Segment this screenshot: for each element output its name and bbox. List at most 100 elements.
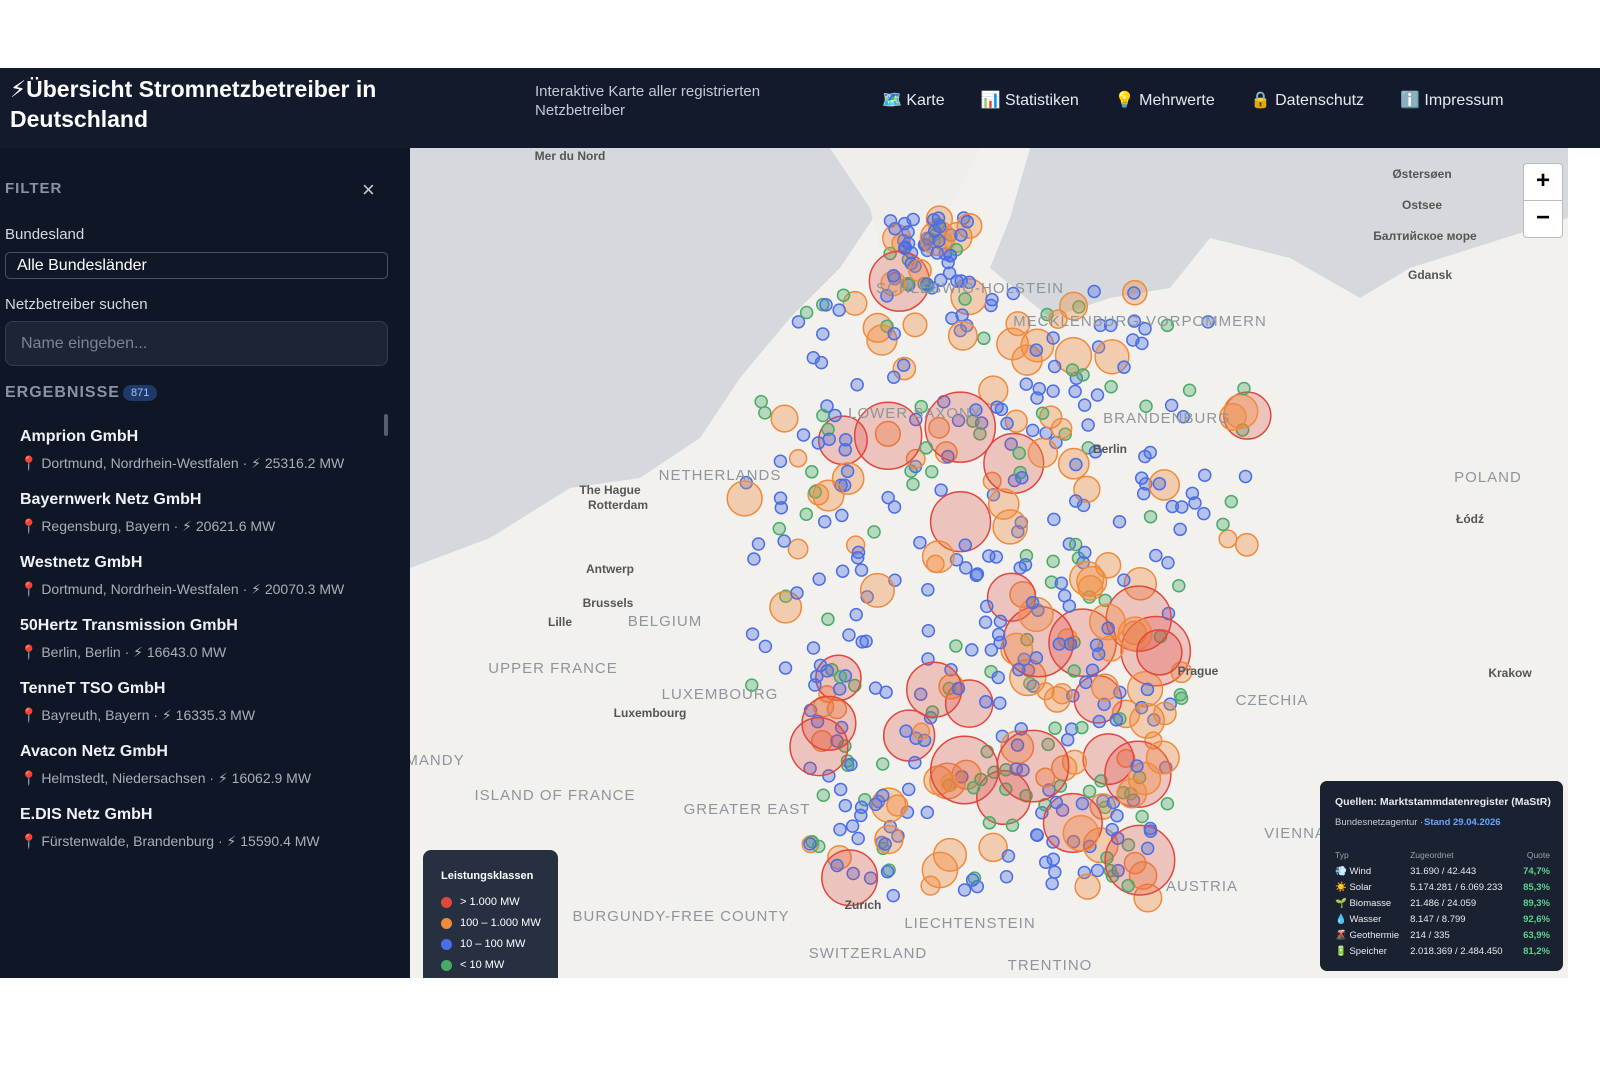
operator-circle[interactable] bbox=[1173, 522, 1187, 537]
operator-circle[interactable] bbox=[1077, 398, 1092, 412]
operator-circle[interactable] bbox=[810, 730, 834, 753]
operator-circle[interactable] bbox=[874, 420, 901, 447]
operator-circle[interactable] bbox=[1057, 447, 1090, 480]
operator-circle[interactable] bbox=[1018, 558, 1033, 572]
operator-circle[interactable] bbox=[859, 634, 873, 648]
operator-circle[interactable] bbox=[772, 521, 787, 536]
operator-circle[interactable] bbox=[1079, 675, 1093, 690]
result-item[interactable]: Westnetz GmbH 📍 Dortmund, Nordrhein-Westf… bbox=[0, 546, 380, 609]
operator-circle[interactable] bbox=[774, 501, 789, 515]
operator-circle[interactable] bbox=[887, 370, 901, 384]
operator-circle[interactable] bbox=[853, 401, 923, 470]
operator-circle[interactable] bbox=[1126, 333, 1140, 347]
operator-circle[interactable] bbox=[921, 583, 935, 597]
operator-circle[interactable] bbox=[1116, 777, 1148, 809]
operator-circle[interactable] bbox=[1036, 682, 1055, 701]
operator-circle[interactable] bbox=[944, 679, 994, 728]
operator-circle[interactable] bbox=[803, 837, 817, 851]
operator-circle[interactable] bbox=[1057, 589, 1072, 603]
operator-circle[interactable] bbox=[932, 837, 968, 872]
operator-circle[interactable] bbox=[993, 635, 1007, 650]
operator-circle[interactable] bbox=[974, 772, 988, 787]
nav-link[interactable]: ℹ️ Impressum bbox=[1400, 92, 1504, 109]
operator-circle[interactable] bbox=[726, 480, 763, 517]
operator-circle[interactable] bbox=[1029, 651, 1044, 665]
operator-circle[interactable] bbox=[945, 311, 959, 325]
operator-circle[interactable] bbox=[899, 724, 913, 738]
operator-circle[interactable] bbox=[1069, 560, 1105, 597]
operator-circle[interactable] bbox=[976, 769, 1032, 826]
operator-circle[interactable] bbox=[1140, 682, 1155, 697]
operator-circle[interactable] bbox=[1182, 383, 1197, 397]
operator-circle[interactable] bbox=[996, 729, 1070, 803]
operator-circle[interactable] bbox=[769, 590, 803, 624]
operator-circle[interactable] bbox=[1076, 368, 1090, 382]
operator-circle[interactable] bbox=[1097, 697, 1111, 712]
operator-circle[interactable] bbox=[854, 800, 869, 815]
operator-circle[interactable] bbox=[876, 788, 890, 803]
operator-circle[interactable] bbox=[1176, 410, 1191, 424]
operator-circle[interactable] bbox=[1105, 822, 1119, 837]
operator-circle[interactable] bbox=[1067, 664, 1081, 678]
operator-circle[interactable] bbox=[745, 678, 759, 692]
operator-circle[interactable] bbox=[866, 324, 898, 356]
operator-circle[interactable] bbox=[1009, 762, 1023, 776]
operator-circle[interactable] bbox=[921, 540, 955, 574]
operator-circle[interactable] bbox=[912, 722, 931, 741]
operator-circle[interactable] bbox=[1045, 876, 1059, 891]
operator-circle[interactable] bbox=[1088, 445, 1103, 459]
operator-circle[interactable] bbox=[1237, 381, 1251, 396]
operator-circle[interactable] bbox=[1153, 701, 1177, 726]
operator-circle[interactable] bbox=[1234, 532, 1259, 557]
operator-circle[interactable] bbox=[1104, 380, 1118, 394]
operator-circle[interactable] bbox=[908, 258, 932, 283]
operator-circle[interactable] bbox=[1047, 512, 1061, 527]
operator-circle[interactable] bbox=[978, 832, 1008, 863]
operator-circle[interactable] bbox=[949, 639, 963, 653]
operator-circle[interactable] bbox=[1216, 517, 1230, 532]
operator-circle[interactable] bbox=[1116, 748, 1136, 768]
operator-circle[interactable] bbox=[924, 391, 997, 463]
operator-circle[interactable] bbox=[954, 228, 968, 242]
operator-circle[interactable] bbox=[932, 234, 946, 248]
operator-circle[interactable] bbox=[958, 538, 973, 552]
operator-circle[interactable] bbox=[996, 327, 1030, 361]
zoom-in[interactable]: + bbox=[1523, 163, 1563, 201]
operator-circle[interactable] bbox=[1081, 441, 1096, 455]
operator-circle[interactable] bbox=[943, 248, 958, 263]
nav-link[interactable]: 💡 Mehrwerte bbox=[1114, 92, 1215, 109]
search-input[interactable]: Name eingeben... bbox=[5, 321, 388, 366]
nav-link[interactable]: 📊 Statistiken bbox=[980, 92, 1079, 109]
operator-circle[interactable] bbox=[956, 212, 983, 239]
operator-circle[interactable] bbox=[1201, 315, 1215, 329]
operator-circle[interactable] bbox=[1025, 595, 1040, 610]
nav-link[interactable]: 🔒 Datenschutz bbox=[1250, 92, 1365, 109]
operator-circle[interactable] bbox=[999, 869, 1014, 884]
operator-circle[interactable] bbox=[932, 219, 947, 234]
operator-circle[interactable] bbox=[1160, 318, 1175, 333]
close-button[interactable]: × bbox=[362, 177, 375, 202]
operator-circle[interactable] bbox=[851, 545, 866, 560]
operator-circle[interactable] bbox=[1001, 849, 1016, 863]
operator-circle[interactable] bbox=[816, 788, 831, 803]
result-item[interactable]: Avacon Netz GmbH 📍 Helmstedt, Niedersachs… bbox=[0, 735, 380, 798]
operator-circle[interactable] bbox=[966, 780, 981, 795]
operator-circle[interactable] bbox=[921, 624, 936, 638]
operator-circle[interactable] bbox=[1005, 818, 1020, 833]
operator-circle[interactable] bbox=[835, 564, 850, 578]
operator-circle[interactable] bbox=[833, 782, 848, 797]
operator-circle[interactable] bbox=[838, 443, 852, 457]
operator-circle[interactable] bbox=[1175, 500, 1189, 514]
operator-circle[interactable] bbox=[1049, 795, 1064, 810]
operator-circle[interactable] bbox=[1077, 574, 1104, 601]
operator-circle[interactable] bbox=[984, 643, 999, 657]
operator-circle[interactable] bbox=[833, 822, 847, 837]
operator-circle[interactable] bbox=[1069, 457, 1083, 472]
operator-circle[interactable] bbox=[1020, 328, 1055, 363]
operator-circle[interactable] bbox=[1060, 732, 1075, 747]
operator-circle[interactable] bbox=[1138, 322, 1152, 336]
operator-circle[interactable] bbox=[840, 464, 855, 479]
result-item[interactable]: Amprion GmbH 📍 Dortmund, Nordrhein-Westfa… bbox=[0, 420, 380, 483]
operator-circle[interactable] bbox=[969, 403, 983, 417]
operator-circle[interactable] bbox=[1128, 861, 1158, 890]
